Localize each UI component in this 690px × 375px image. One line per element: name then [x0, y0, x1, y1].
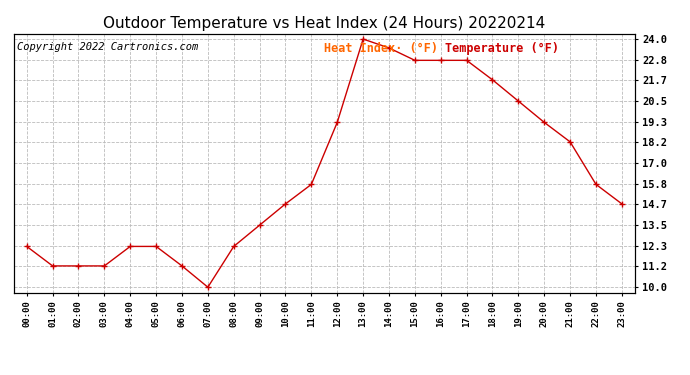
- Text: Temperature (°F): Temperature (°F): [446, 42, 560, 54]
- Text: Heat Index· (°F): Heat Index· (°F): [324, 42, 438, 54]
- Title: Outdoor Temperature vs Heat Index (24 Hours) 20220214: Outdoor Temperature vs Heat Index (24 Ho…: [104, 16, 545, 31]
- Text: Copyright 2022 Cartronics.com: Copyright 2022 Cartronics.com: [17, 42, 198, 51]
